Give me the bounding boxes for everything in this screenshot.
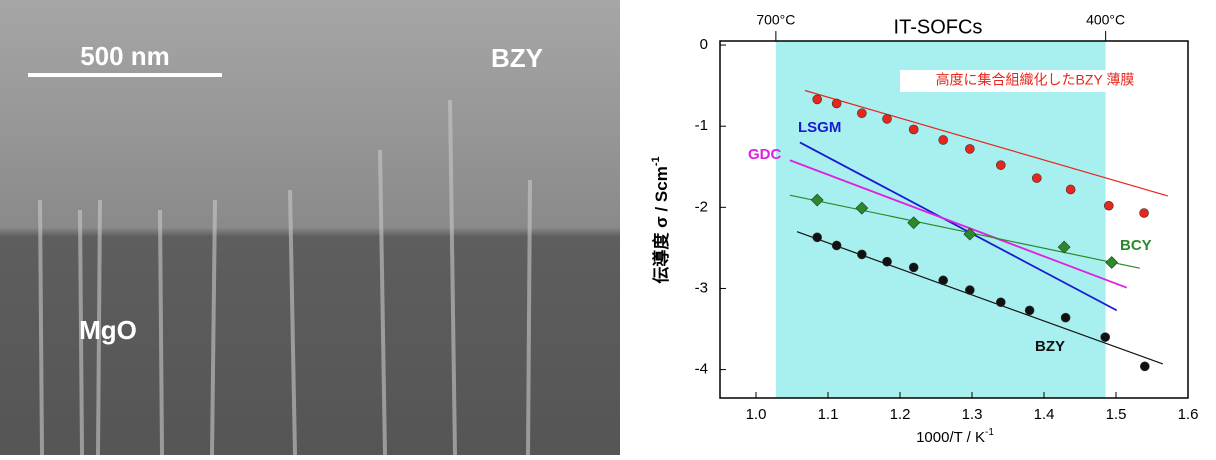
data-point — [857, 109, 866, 118]
y-tick-label: -2 — [695, 198, 708, 215]
series-label: 高度に集合組織化したBZY 薄膜 — [936, 72, 1135, 88]
data-point — [813, 233, 822, 242]
data-point — [832, 241, 841, 250]
data-point — [965, 286, 974, 295]
data-point — [965, 144, 974, 153]
scale-label: 500 nm — [80, 41, 170, 71]
data-point — [1140, 209, 1149, 218]
chart: 1.0 1.1 1.2 1.3 1.4 1.5 1.6 0 -1 -2 -3 -4 700°C 400°C… — [650, 12, 1199, 446]
top-tick-label: 400°C — [1086, 12, 1125, 28]
data-point — [883, 257, 892, 266]
x-tick-label: 1.5 — [1106, 406, 1127, 423]
x-tick-label: 1.1 — [818, 406, 839, 423]
data-point — [996, 298, 1005, 307]
y-axis-label-main: 伝導度 σ / Scm — [651, 166, 671, 283]
data-point — [832, 99, 841, 108]
series-label: LSGM — [798, 119, 841, 136]
data-point — [909, 263, 918, 272]
top-tick-label: 700°C — [756, 12, 795, 28]
data-point — [1061, 313, 1070, 322]
data-point — [1025, 306, 1034, 315]
page: 500 nm BZY MgO 1.0 1.1 1.2 1.3 1.4 1.5 1.6 0 -1 -… — [0, 0, 1216, 455]
series-label: BZY — [1035, 338, 1065, 355]
film-label: BZY — [491, 43, 543, 73]
sem-image: 500 nm BZY MgO — [0, 0, 620, 455]
substrate-label: MgO — [79, 315, 137, 345]
y-tick-label: -1 — [695, 117, 708, 134]
y-axis-label-sup: -1 — [650, 156, 662, 166]
x-tick-label: 1.6 — [1178, 406, 1199, 423]
data-point — [813, 95, 822, 104]
x-axis-label-main: 1000/T / K — [916, 429, 985, 446]
data-point — [996, 161, 1005, 170]
data-point — [939, 276, 948, 285]
data-point — [883, 114, 892, 123]
x-axis-label: 1000/T / K-1 — [916, 427, 994, 446]
x-tick-label: 1.2 — [890, 406, 911, 423]
data-point — [1032, 174, 1041, 183]
series-label: GDC — [748, 146, 782, 163]
x-tick-label: 1.0 — [746, 406, 767, 423]
y-tick-label: -3 — [695, 279, 708, 296]
data-point — [909, 125, 918, 134]
x-axis-label-sup: -1 — [985, 427, 994, 438]
data-point — [939, 135, 948, 144]
y-tick-label: -4 — [695, 361, 708, 378]
data-point — [1140, 362, 1149, 371]
data-point — [1106, 257, 1118, 269]
y-axis-label: 伝導度 σ / Scm-1 — [650, 156, 672, 283]
chart-title: IT-SOFCs — [894, 16, 983, 38]
x-tick-label: 1.4 — [1034, 406, 1055, 423]
data-point — [1104, 201, 1113, 210]
data-point — [1066, 185, 1075, 194]
x-tick-label: 1.3 — [962, 406, 983, 423]
data-point — [1101, 333, 1110, 342]
data-point — [857, 250, 866, 259]
series-label: BCY — [1120, 237, 1152, 254]
y-tick-label: 0 — [700, 36, 708, 53]
